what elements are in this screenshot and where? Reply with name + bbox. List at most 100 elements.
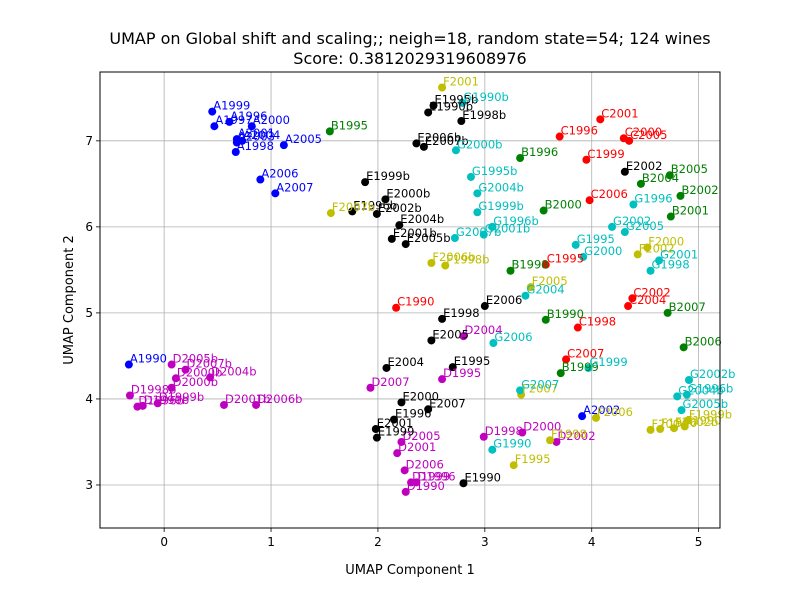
point-label: E2001b (393, 226, 437, 240)
point-label: G2004b (678, 383, 723, 397)
data-point (479, 230, 488, 239)
point-label: D1996b (138, 394, 183, 408)
data-point (552, 437, 561, 446)
data-point (673, 392, 682, 401)
point-label: A2003 (238, 130, 275, 144)
chart-subtitle: Score: 0.3812029319608976 (293, 49, 526, 68)
point-label: D2000b (173, 375, 218, 389)
data-point (167, 360, 176, 369)
x-tick-label: 2 (374, 535, 382, 549)
data-point (592, 413, 600, 422)
plot-area (100, 72, 720, 528)
data-point (124, 360, 133, 369)
point-label: G1996 (634, 191, 672, 205)
data-point (438, 83, 447, 92)
y-tick-label: 5 (85, 306, 93, 320)
point-label: G1990 (493, 437, 531, 451)
data-point (643, 243, 652, 252)
data-point (676, 191, 685, 200)
point-label: D1990b (144, 393, 189, 407)
point-label: G2004 (526, 283, 564, 297)
data-point (401, 240, 410, 249)
point-label: D1995 (443, 366, 481, 380)
data-point (424, 108, 433, 117)
data-point (682, 390, 691, 399)
data-point (167, 383, 176, 392)
point-label: D2000 (523, 419, 561, 433)
data-point (596, 115, 605, 124)
data-point (133, 402, 142, 411)
data-point (629, 200, 638, 209)
point-label: E1998 (443, 306, 480, 320)
point-label: C2004 (629, 293, 666, 307)
data-points (124, 83, 693, 496)
point-label: B2007 (669, 300, 706, 314)
data-point (506, 266, 515, 275)
data-point (573, 323, 582, 332)
data-point (633, 250, 642, 259)
x-tick-label: 4 (588, 535, 596, 549)
point-label: C2007 (567, 346, 604, 360)
data-point (400, 466, 409, 475)
point-label: A2006 (261, 167, 298, 181)
data-point (451, 146, 460, 155)
point-label: C1996 (561, 124, 598, 138)
point-label: B1999 (562, 360, 599, 374)
data-point (646, 266, 655, 275)
point-label: B1990 (547, 307, 584, 321)
point-label: F2006b (432, 250, 475, 264)
data-point (665, 171, 674, 180)
data-point (628, 294, 637, 303)
point-label: F1995 (515, 452, 551, 466)
data-point (392, 303, 401, 312)
point-label: B2000 (545, 198, 582, 212)
point-label: G2007 (521, 377, 559, 391)
data-point (677, 406, 686, 415)
point-label: C2000 (625, 125, 662, 139)
point-label: F2006 (597, 405, 633, 419)
data-point (171, 374, 180, 383)
point-label: B2006 (685, 334, 722, 348)
point-label: E2001 (377, 416, 414, 430)
data-point (655, 256, 664, 265)
data-point (441, 261, 450, 270)
data-point (361, 178, 370, 187)
point-label: B2005 (671, 162, 708, 176)
point-label: F1998 (551, 427, 587, 441)
point-label: G2001b (485, 222, 530, 236)
point-label: D2007 (371, 375, 409, 389)
data-point (578, 412, 587, 421)
point-label: G2005b (683, 397, 728, 411)
data-point (348, 207, 357, 216)
point-label: E2004b (400, 212, 444, 226)
x-tick-label: 5 (695, 535, 703, 549)
point-label: E2007b (425, 134, 469, 148)
data-point (419, 142, 428, 151)
point-label: D2005b (173, 352, 218, 366)
point-label: C2005 (630, 128, 667, 142)
point-label: D1999b (159, 390, 204, 404)
point-label: G1995 (577, 232, 615, 246)
data-point (509, 461, 518, 470)
point-label: G2000b (457, 137, 502, 151)
data-point (656, 425, 665, 434)
point-label: E1998b (462, 108, 506, 122)
data-point (473, 208, 482, 217)
point-label: E2005 (432, 327, 469, 341)
data-point (256, 175, 265, 184)
data-point (666, 212, 675, 221)
data-point (518, 428, 527, 437)
data-point (663, 308, 672, 317)
point-label: E1999b (366, 169, 410, 183)
data-point (438, 375, 447, 384)
data-point (608, 222, 617, 231)
point-label: A2002 (583, 403, 620, 417)
point-label: F2001 (443, 74, 479, 88)
axis-ticks: 0 1 2 3 4 5 3 4 5 6 7 (85, 134, 702, 549)
data-point (479, 432, 488, 441)
data-point (541, 315, 550, 324)
point-label: G1996b (688, 382, 733, 396)
x-tick-label: 1 (267, 535, 275, 549)
data-point (458, 98, 467, 107)
